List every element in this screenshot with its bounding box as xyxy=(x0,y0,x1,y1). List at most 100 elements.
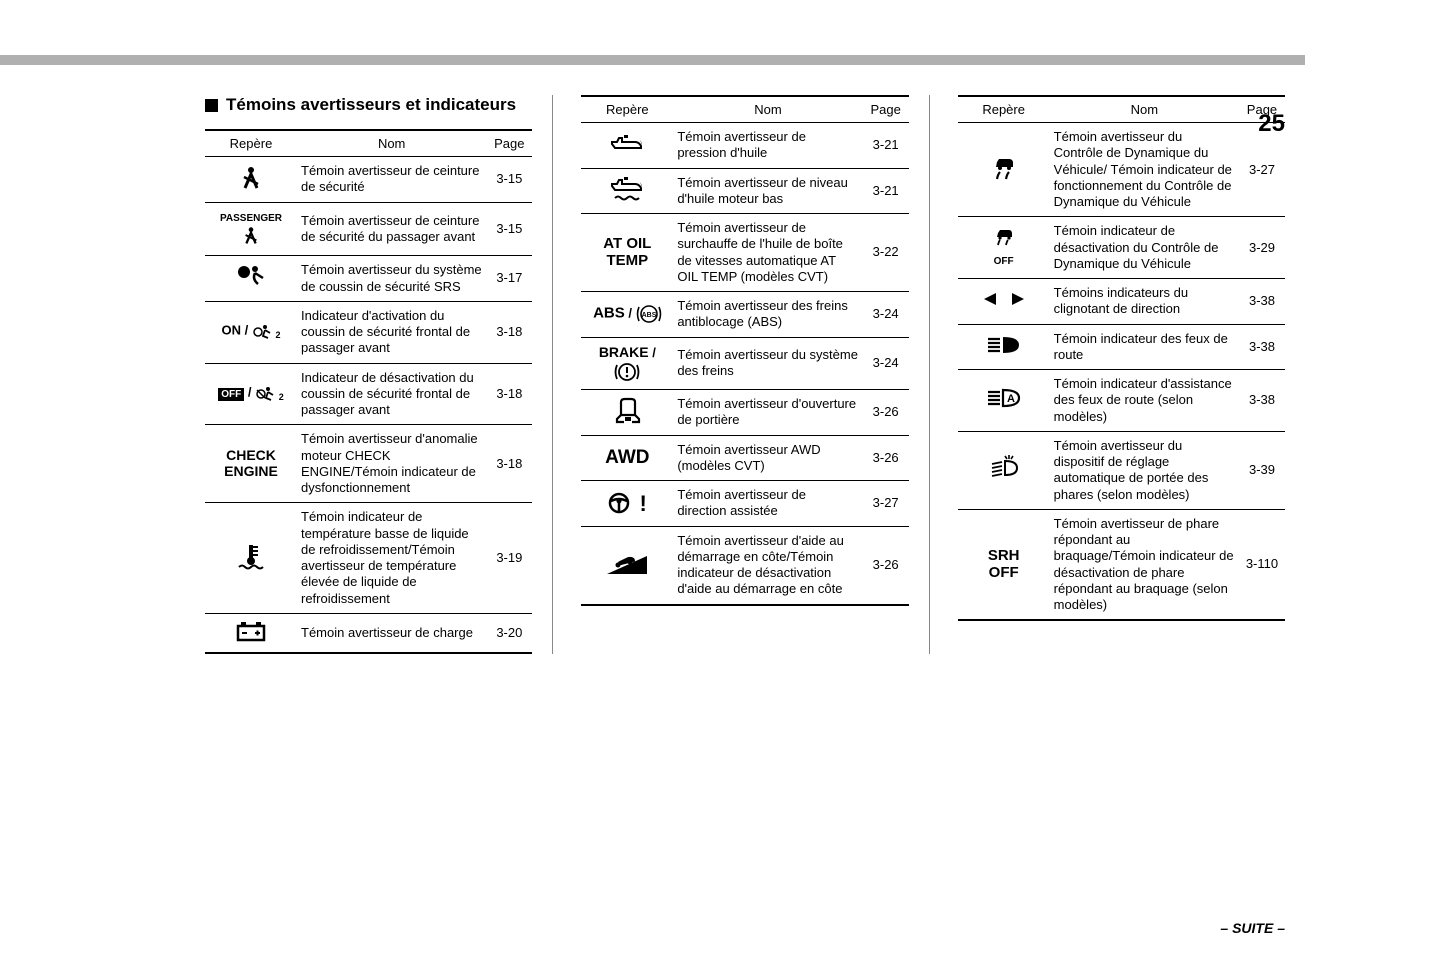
cell-page: 3-18 xyxy=(486,425,532,503)
srh-off-icon: SRHOFF xyxy=(958,509,1050,620)
cell-page: 3-18 xyxy=(486,363,532,425)
col-mark-header: Repère xyxy=(581,96,673,123)
warning-table-3: Repère Nom Page Témoin avertisseur du Co… xyxy=(958,95,1285,621)
high-beam-icon xyxy=(958,324,1050,370)
table-row: Témoin avertisseur d'aide au démarrage e… xyxy=(581,526,908,605)
table-row: BRAKE / Témoin avertisseur du système de… xyxy=(581,337,908,390)
at-oil-temp-icon: AT OILTEMP xyxy=(581,214,673,292)
cell-name: Témoin avertisseur AWD (modèles CVT) xyxy=(673,435,862,481)
oil-pressure-icon xyxy=(581,123,673,169)
col-name-header: Nom xyxy=(297,130,486,157)
table-row: Témoin avertisseur de pression d'huile 3… xyxy=(581,123,908,169)
col-page-header: Page xyxy=(863,96,909,123)
cell-page: 3-26 xyxy=(863,526,909,605)
table-row: OFF Témoin indicateur de désactivation d… xyxy=(958,217,1285,279)
headlight-level-icon xyxy=(958,431,1050,509)
table-row: Témoin indicateur de température basse d… xyxy=(205,503,532,614)
hill-start-icon xyxy=(581,526,673,605)
brake-icon: BRAKE / xyxy=(581,337,673,390)
door-open-icon xyxy=(581,390,673,436)
cell-page: 3-26 xyxy=(863,435,909,481)
table-row: ! Témoin avertisseur de direction assist… xyxy=(581,481,908,527)
column-1: Témoins avertisseurs et indicateurs Repè… xyxy=(205,95,553,654)
cell-page: 3-18 xyxy=(486,301,532,363)
cell-name: Témoin indicateur de température basse d… xyxy=(297,503,486,614)
content: Témoins avertisseurs et indicateurs Repè… xyxy=(0,65,1445,654)
warning-table-2: Repère Nom Page Témoin avertisseur de pr… xyxy=(581,95,908,606)
table-row: Témoin avertisseur du dispositif de régl… xyxy=(958,431,1285,509)
col-name-header: Nom xyxy=(673,96,862,123)
col-mark-header: Repère xyxy=(958,96,1050,123)
column-2: Repère Nom Page Témoin avertisseur de pr… xyxy=(581,95,929,654)
check-engine-icon: CHECKENGINE xyxy=(205,425,297,503)
table-row: PASSENGER Témoin avertisseur de ceinture… xyxy=(205,202,532,256)
vdc-off-icon: OFF xyxy=(958,217,1050,279)
table-row: AWD Témoin avertisseur AWD (modèles CVT)… xyxy=(581,435,908,481)
cell-name: Témoin avertisseur de ceinture de sécuri… xyxy=(297,202,486,256)
table-row: Témoin avertisseur du Contrôle de Dynami… xyxy=(958,123,1285,217)
coolant-temp-icon xyxy=(205,503,297,614)
cell-name: Témoin avertisseur du Contrôle de Dynami… xyxy=(1050,123,1239,217)
cell-page: 3-29 xyxy=(1239,217,1285,279)
passenger-seatbelt-icon: PASSENGER xyxy=(205,202,297,256)
col-page-header: Page xyxy=(486,130,532,157)
turn-signals-icon xyxy=(958,279,1050,325)
seatbelt-icon xyxy=(205,157,297,203)
cell-name: Indicateur de désactivation du coussin d… xyxy=(297,363,486,425)
cell-name: Témoin avertisseur de charge xyxy=(297,613,486,653)
table-row: SRHOFF Témoin avertisseur de phare répon… xyxy=(958,509,1285,620)
oil-level-icon xyxy=(581,168,673,214)
cell-name: Témoin avertisseur d'anomalie moteur CHE… xyxy=(297,425,486,503)
table-row: Témoin avertisseur de niveau d'huile mot… xyxy=(581,168,908,214)
cell-page: 3-15 xyxy=(486,157,532,203)
cell-page: 3-24 xyxy=(863,337,909,390)
cell-page: 3-21 xyxy=(863,123,909,169)
cell-name: Témoin avertisseur du système de coussin… xyxy=(297,256,486,302)
cell-page: 3-38 xyxy=(1239,324,1285,370)
airbag-on-icon: ON / 2 xyxy=(205,301,297,363)
cell-page: 3-20 xyxy=(486,613,532,653)
table-row: Témoin avertisseur d'ouverture de portiè… xyxy=(581,390,908,436)
cell-page: 3-22 xyxy=(863,214,909,292)
high-beam-assist-icon: A xyxy=(958,370,1050,432)
column-3: Repère Nom Page Témoin avertisseur du Co… xyxy=(958,95,1285,654)
table-row: ABS / ABS Témoin avertisseur des freins … xyxy=(581,292,908,338)
section-title: Témoins avertisseurs et indicateurs xyxy=(205,95,532,115)
table-row: A Témoin indicateur d'assistance des feu… xyxy=(958,370,1285,432)
cell-page: 3-19 xyxy=(486,503,532,614)
cell-name: Témoin avertisseur du dispositif de régl… xyxy=(1050,431,1239,509)
table-row: ON / 2 Indicateur d'activation du coussi… xyxy=(205,301,532,363)
cell-page: 3-38 xyxy=(1239,370,1285,432)
cell-page: 3-24 xyxy=(863,292,909,338)
continuation-footer: – SUITE – xyxy=(1220,920,1285,936)
table-row: OFF / 2 Indicateur de désactivation du c… xyxy=(205,363,532,425)
cell-page: 3-15 xyxy=(486,202,532,256)
page-number: 25 xyxy=(1258,110,1285,138)
cell-name: Témoin avertisseur d'ouverture de portiè… xyxy=(673,390,862,436)
abs-icon: ABS / ABS xyxy=(581,292,673,338)
cell-name: Témoin avertisseur des freins antiblocag… xyxy=(673,292,862,338)
cell-name: Témoin avertisseur de direction assistée xyxy=(673,481,862,527)
airbag-off-icon: OFF / 2 xyxy=(205,363,297,425)
cell-name: Témoin avertisseur d'aide au démarrage e… xyxy=(673,526,862,605)
table-row: Témoins indicateurs du clignotant de dir… xyxy=(958,279,1285,325)
cell-page: 3-110 xyxy=(1239,509,1285,620)
cell-page: 3-26 xyxy=(863,390,909,436)
cell-name: Indicateur d'activation du coussin de sé… xyxy=(297,301,486,363)
battery-icon xyxy=(205,613,297,653)
svg-text:A: A xyxy=(1007,393,1015,405)
cell-page: 3-21 xyxy=(863,168,909,214)
table-row: Témoin avertisseur de charge 3-20 xyxy=(205,613,532,653)
cell-name: Témoin avertisseur de pression d'huile xyxy=(673,123,862,169)
cell-name: Témoin avertisseur de surchauffe de l'hu… xyxy=(673,214,862,292)
cell-name: Témoin indicateur de désactivation du Co… xyxy=(1050,217,1239,279)
table-row: Témoin avertisseur du système de coussin… xyxy=(205,256,532,302)
cell-name: Témoin indicateur des feux de route xyxy=(1050,324,1239,370)
awd-icon: AWD xyxy=(581,435,673,481)
header-rule xyxy=(0,55,1305,65)
col-name-header: Nom xyxy=(1050,96,1239,123)
cell-page: 3-38 xyxy=(1239,279,1285,325)
col-mark-header: Repère xyxy=(205,130,297,157)
cell-name: Témoin avertisseur du système des freins xyxy=(673,337,862,390)
table-row: Témoin avertisseur de ceinture de sécuri… xyxy=(205,157,532,203)
